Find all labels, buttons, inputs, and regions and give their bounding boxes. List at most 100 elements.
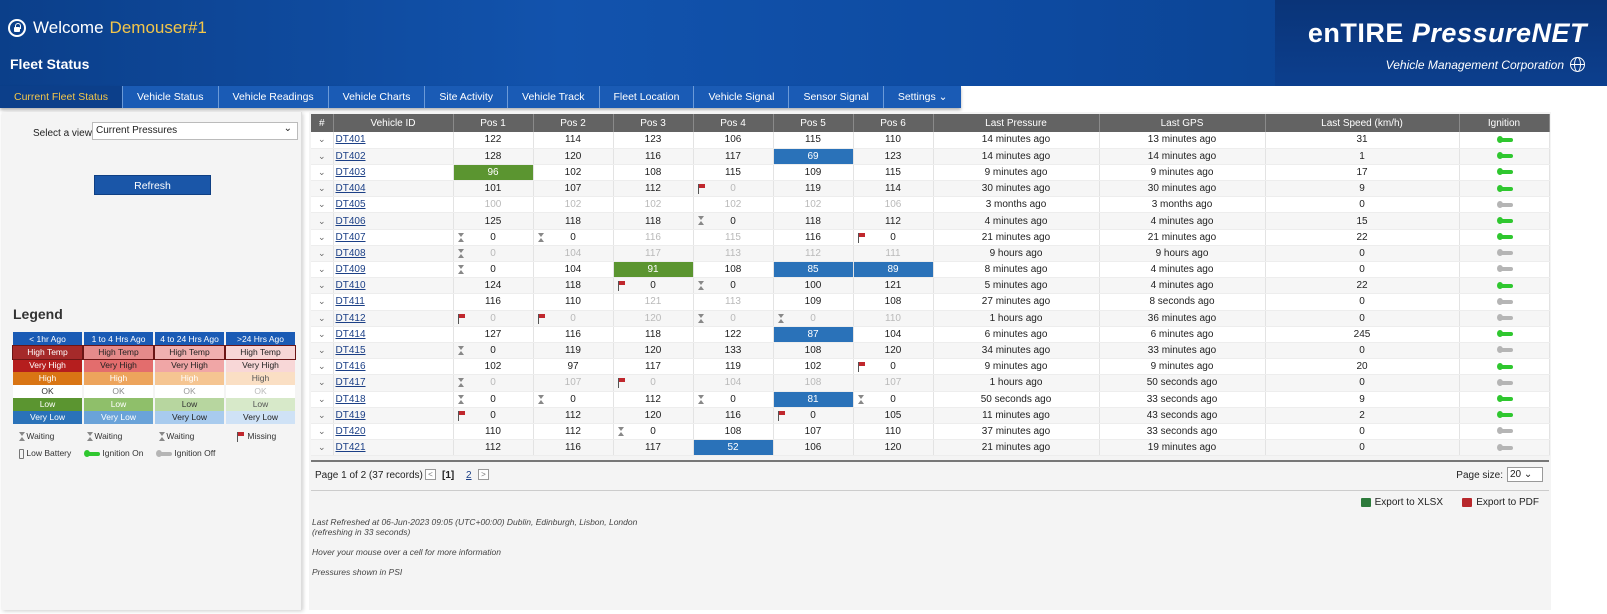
page-size-select[interactable]: 20 ⌄	[1507, 467, 1543, 482]
table-row[interactable]: ⌄ DT415 0 119 120 133 108 120 34 minutes ago 33 m…	[311, 342, 1550, 360]
vehicle-link[interactable]: DT403	[335, 166, 366, 178]
table-row[interactable]: ⌄ DT405 100 102 102 102 102 106 3 months ago 3 mo…	[311, 196, 1550, 214]
expand-row-icon[interactable]: ⌄	[311, 196, 334, 214]
pressure-cell[interactable]: 87	[773, 326, 854, 343]
pressure-cell[interactable]: 120	[853, 342, 934, 360]
expand-row-icon[interactable]: ⌄	[311, 132, 334, 149]
pressure-cell[interactable]: 102	[773, 196, 854, 214]
pressure-cell[interactable]: 128	[453, 148, 534, 165]
table-row[interactable]: ⌄ DT404 101 107 112 0 119 114 30 minutes ago 30 m…	[311, 180, 1550, 198]
pressure-cell[interactable]: 0	[613, 277, 694, 295]
vehicle-link[interactable]: DT405	[335, 199, 366, 211]
pressure-cell[interactable]: 0	[453, 229, 534, 246]
pressure-cell[interactable]: 115	[773, 132, 854, 149]
pressure-cell[interactable]: 116	[533, 326, 614, 343]
vehicle-link[interactable]: DT404	[335, 183, 366, 195]
tab-vehicle-signal[interactable]: Vehicle Signal	[694, 86, 790, 108]
pressure-cell[interactable]: 106	[693, 132, 774, 149]
pressure-cell[interactable]: 104	[533, 261, 614, 279]
expand-row-icon[interactable]: ⌄	[311, 391, 334, 408]
pressure-cell[interactable]: 52	[693, 439, 774, 457]
pressure-cell[interactable]: 104	[853, 326, 934, 343]
expand-row-icon[interactable]: ⌄	[311, 293, 334, 311]
pressure-cell[interactable]: 107	[773, 423, 854, 441]
pressure-cell[interactable]: 69	[773, 148, 854, 165]
pressure-cell[interactable]: 0	[533, 391, 614, 408]
refresh-button[interactable]: Refresh	[94, 175, 211, 195]
pressure-cell[interactable]: 112	[773, 245, 854, 263]
pressure-cell[interactable]: 0	[773, 407, 854, 424]
pressure-cell[interactable]: 118	[613, 326, 694, 343]
pressure-cell[interactable]: 113	[693, 293, 774, 311]
vehicle-link[interactable]: DT416	[335, 361, 366, 373]
pressure-cell[interactable]: 101	[453, 180, 534, 198]
pressure-cell[interactable]: 120	[613, 407, 694, 424]
vehicle-link[interactable]: DT418	[335, 393, 366, 405]
expand-row-icon[interactable]: ⌄	[311, 326, 334, 343]
pressure-cell[interactable]: 118	[533, 277, 614, 295]
vehicle-link[interactable]: DT420	[335, 425, 366, 437]
pressure-cell[interactable]: 116	[773, 229, 854, 246]
pressure-cell[interactable]: 115	[853, 164, 934, 182]
pressure-cell[interactable]: 119	[533, 342, 614, 360]
expand-row-icon[interactable]: ⌄	[311, 180, 334, 198]
pressure-cell[interactable]: 0	[453, 342, 534, 360]
pressure-cell[interactable]: 112	[533, 407, 614, 424]
vehicle-link[interactable]: DT417	[335, 377, 366, 389]
pressure-cell[interactable]: 0	[453, 407, 534, 424]
pressure-cell[interactable]: 116	[453, 293, 534, 311]
pressure-cell[interactable]: 107	[533, 374, 614, 392]
column-header[interactable]: Pos 4	[693, 114, 774, 132]
pressure-cell[interactable]: 117	[613, 439, 694, 457]
pressure-cell[interactable]: 123	[853, 148, 934, 165]
pressure-cell[interactable]: 0	[533, 229, 614, 246]
pressure-cell[interactable]: 120	[533, 148, 614, 165]
pressure-cell[interactable]: 107	[853, 374, 934, 392]
tab-vehicle-charts[interactable]: Vehicle Charts	[329, 86, 426, 108]
table-row[interactable]: ⌄ DT412 0 0 120 0 0 110 1 hours ago 36 minutes ag…	[311, 310, 1550, 327]
expand-row-icon[interactable]: ⌄	[311, 261, 334, 279]
pressure-cell[interactable]: 115	[693, 164, 774, 182]
vehicle-link[interactable]: DT401	[335, 134, 366, 146]
expand-row-icon[interactable]: ⌄	[311, 212, 334, 230]
pressure-cell[interactable]: 0	[453, 374, 534, 392]
pressure-cell[interactable]: 121	[613, 293, 694, 311]
pressure-cell[interactable]: 100	[453, 196, 534, 214]
pressure-cell[interactable]: 0	[613, 374, 694, 392]
pressure-cell[interactable]: 108	[693, 261, 774, 279]
pressure-cell[interactable]: 0	[533, 310, 614, 327]
pressure-cell[interactable]: 117	[693, 148, 774, 165]
pressure-cell[interactable]: 102	[773, 358, 854, 376]
tab-sensor-signal[interactable]: Sensor Signal	[789, 86, 884, 108]
pressure-cell[interactable]: 125	[453, 212, 534, 230]
expand-row-icon[interactable]: ⌄	[311, 374, 334, 392]
pressure-cell[interactable]: 118	[773, 212, 854, 230]
expand-row-icon[interactable]: ⌄	[311, 439, 334, 457]
pressure-cell[interactable]: 91	[613, 261, 694, 279]
pressure-cell[interactable]: 102	[453, 358, 534, 376]
expand-row-icon[interactable]: ⌄	[311, 229, 334, 246]
next-page-button[interactable]: >	[478, 469, 489, 480]
pressure-cell[interactable]: 108	[773, 342, 854, 360]
pressure-cell[interactable]: 120	[613, 342, 694, 360]
pressure-cell[interactable]: 108	[613, 164, 694, 182]
expand-row-icon[interactable]: ⌄	[311, 407, 334, 424]
pressure-cell[interactable]: 108	[773, 374, 854, 392]
tab-vehicle-track[interactable]: Vehicle Track	[508, 86, 600, 108]
table-row[interactable]: ⌄ DT414 127 116 118 122 87 104 6 minutes ago 6 mi…	[311, 326, 1550, 343]
pressure-cell[interactable]: 111	[853, 245, 934, 263]
column-header[interactable]: Pos 3	[613, 114, 694, 132]
pressure-cell[interactable]: 118	[613, 212, 694, 230]
pressure-cell[interactable]: 102	[533, 196, 614, 214]
pressure-cell[interactable]: 109	[773, 164, 854, 182]
vehicle-link[interactable]: DT410	[335, 280, 366, 292]
export-pdf-button[interactable]: Export to PDF	[1462, 497, 1539, 508]
pressure-cell[interactable]: 0	[453, 310, 534, 327]
pressure-cell[interactable]: 117	[613, 245, 694, 263]
pressure-cell[interactable]: 108	[693, 423, 774, 441]
pressure-cell[interactable]: 106	[773, 439, 854, 457]
column-header[interactable]: #	[311, 114, 334, 132]
pressure-cell[interactable]: 122	[453, 132, 534, 149]
vehicle-link[interactable]: DT415	[335, 345, 366, 357]
pressure-cell[interactable]: 119	[773, 180, 854, 198]
